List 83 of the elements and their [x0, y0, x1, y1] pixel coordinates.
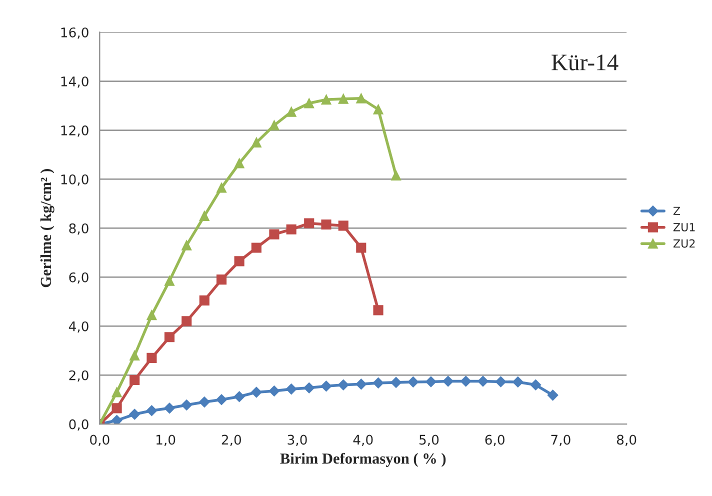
point [251, 137, 262, 148]
point [112, 403, 122, 414]
point [164, 332, 175, 342]
point [286, 106, 296, 117]
point [321, 219, 332, 230]
x-tick-label: 8,0 [616, 434, 636, 446]
point [356, 93, 366, 104]
point [495, 376, 506, 388]
y-axis-title: Gerilme ( kg/cm² ) [40, 169, 54, 288]
point [268, 386, 280, 396]
point [304, 98, 314, 108]
point [321, 94, 332, 105]
point [216, 182, 227, 193]
point [391, 170, 402, 181]
x-axis-title: Birim Deformasyon ( % ) [280, 452, 446, 467]
point [372, 378, 384, 388]
point [146, 310, 157, 320]
point [338, 220, 348, 231]
point [269, 120, 280, 130]
point [269, 229, 280, 240]
x-tick-label: 5,0 [420, 434, 439, 446]
point [199, 295, 210, 306]
y-tick-label: 14,0 [61, 76, 88, 88]
point [338, 379, 349, 390]
point [512, 376, 524, 388]
x-tick-label: 3,0 [288, 434, 307, 446]
point [320, 380, 332, 392]
point [408, 376, 419, 388]
point [356, 378, 367, 390]
point [216, 394, 227, 406]
y-tick-label: 2,0 [69, 370, 88, 382]
legend-label: ZU2 [673, 239, 695, 248]
point [304, 382, 315, 394]
y-tick-label: 4,0 [68, 321, 88, 333]
point [478, 376, 488, 387]
point [338, 94, 348, 104]
point [234, 256, 244, 266]
point [146, 352, 157, 363]
point [251, 242, 262, 253]
point [198, 396, 210, 408]
point [286, 224, 296, 234]
point [129, 408, 140, 420]
point [130, 374, 140, 386]
point [111, 414, 122, 424]
point [426, 376, 436, 388]
annotation: Kür-14 [552, 54, 618, 70]
point [112, 387, 122, 398]
point [390, 377, 402, 388]
point [199, 210, 210, 221]
point [181, 400, 192, 410]
legend-label: Z [673, 206, 680, 215]
point [373, 305, 384, 316]
point [130, 350, 140, 361]
point [373, 104, 384, 114]
point [216, 274, 227, 285]
point [286, 384, 297, 394]
point [547, 390, 558, 401]
point [530, 379, 542, 390]
x-tick-label: 0,0 [90, 434, 110, 446]
y-tick-label: 6,0 [69, 272, 88, 284]
y-tick-label: 16,0 [61, 27, 88, 39]
point [460, 376, 472, 387]
point [234, 391, 245, 402]
y-tick-label: 8,0 [69, 223, 88, 235]
point [250, 386, 262, 398]
x-tick-label: 6,0 [485, 434, 504, 446]
y-tick-label: 0,0 [69, 419, 88, 431]
y-tick-label: 10,0 [61, 174, 88, 186]
x-tick-label: 2,0 [222, 434, 242, 446]
x-tick-label: 1,0 [156, 434, 176, 446]
y-tick-label: 12,0 [61, 125, 88, 137]
point [234, 158, 244, 168]
point [304, 218, 314, 228]
point [356, 242, 366, 253]
point [146, 405, 158, 416]
point [442, 376, 454, 387]
legend-label: ZU1 [673, 223, 695, 232]
x-tick-label: 7,0 [551, 434, 570, 446]
point [182, 240, 192, 250]
point [164, 276, 175, 286]
point [182, 316, 192, 326]
x-tick-label: 4,0 [353, 434, 373, 446]
point [164, 402, 175, 414]
